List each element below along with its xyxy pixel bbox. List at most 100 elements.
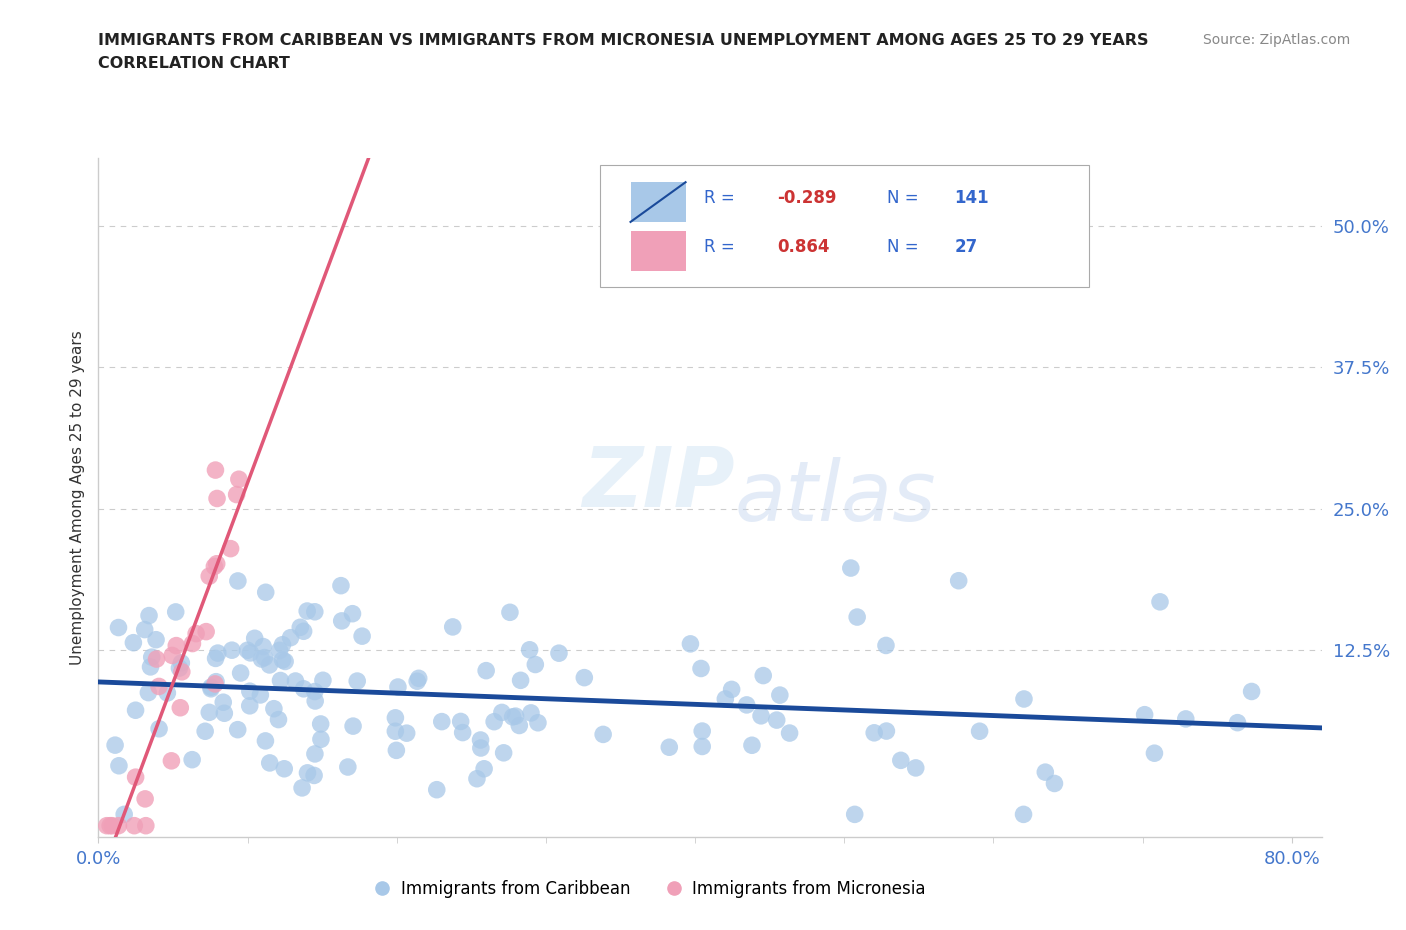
- Point: [181, 752, 204, 767]
- Text: 27: 27: [955, 238, 979, 256]
- Point: [330, 578, 353, 593]
- Point: [280, 631, 302, 645]
- Point: [690, 739, 713, 754]
- Point: [165, 604, 187, 619]
- Point: [509, 673, 531, 688]
- Point: [387, 680, 409, 695]
- Point: [1033, 764, 1056, 779]
- Point: [524, 658, 547, 672]
- Point: [292, 624, 315, 639]
- Point: [1012, 807, 1035, 822]
- Text: R =: R =: [704, 238, 740, 256]
- Point: [141, 650, 163, 665]
- Point: [226, 723, 249, 737]
- Point: [108, 758, 131, 773]
- FancyBboxPatch shape: [630, 182, 686, 222]
- Text: 0.864: 0.864: [778, 238, 830, 256]
- Point: [395, 725, 418, 740]
- Point: [214, 706, 236, 721]
- Point: [98, 818, 121, 833]
- Point: [304, 694, 326, 709]
- Point: [1174, 711, 1197, 726]
- Point: [226, 574, 249, 589]
- Point: [204, 651, 226, 666]
- Point: [304, 604, 326, 619]
- Point: [839, 561, 862, 576]
- Point: [492, 745, 515, 760]
- Point: [844, 807, 866, 822]
- Point: [470, 733, 492, 748]
- Point: [969, 724, 991, 738]
- Point: [346, 673, 368, 688]
- Text: N =: N =: [887, 189, 924, 207]
- Point: [1226, 715, 1249, 730]
- Point: [184, 626, 207, 641]
- Point: [384, 724, 406, 738]
- Point: [406, 674, 429, 689]
- Point: [236, 643, 259, 658]
- Point: [765, 712, 787, 727]
- Point: [181, 636, 204, 651]
- Point: [228, 472, 250, 486]
- Point: [508, 718, 530, 733]
- Point: [138, 608, 160, 623]
- Point: [1012, 692, 1035, 707]
- Point: [384, 711, 406, 725]
- Point: [502, 710, 524, 724]
- Point: [107, 620, 129, 635]
- Point: [160, 648, 183, 663]
- Point: [204, 676, 226, 691]
- Point: [735, 698, 758, 712]
- Point: [169, 660, 191, 675]
- Point: [200, 680, 222, 695]
- Point: [741, 737, 763, 752]
- Point: [465, 771, 488, 786]
- Point: [499, 604, 522, 619]
- Point: [519, 643, 541, 658]
- Point: [170, 664, 193, 679]
- Point: [271, 637, 294, 652]
- Point: [239, 645, 262, 660]
- Point: [769, 687, 792, 702]
- Point: [124, 818, 146, 833]
- Point: [205, 674, 228, 689]
- Point: [309, 716, 332, 731]
- Point: [107, 818, 129, 833]
- Point: [863, 725, 886, 740]
- Text: Source: ZipAtlas.com: Source: ZipAtlas.com: [1202, 33, 1350, 46]
- Point: [104, 737, 127, 752]
- Point: [904, 761, 927, 776]
- Point: [284, 673, 307, 688]
- Point: [342, 719, 364, 734]
- Point: [112, 807, 135, 822]
- Point: [714, 692, 737, 707]
- Text: R =: R =: [704, 189, 740, 207]
- Point: [269, 643, 291, 658]
- Point: [145, 632, 167, 647]
- Point: [134, 791, 156, 806]
- Point: [472, 762, 495, 777]
- Point: [239, 684, 262, 698]
- Point: [124, 703, 146, 718]
- Point: [749, 709, 772, 724]
- Point: [267, 712, 290, 727]
- Point: [271, 653, 294, 668]
- Point: [491, 705, 513, 720]
- Point: [274, 654, 297, 669]
- Point: [690, 661, 713, 676]
- Point: [302, 768, 325, 783]
- Point: [441, 619, 464, 634]
- Point: [426, 782, 449, 797]
- Point: [752, 668, 775, 683]
- Point: [212, 695, 235, 710]
- Point: [207, 645, 229, 660]
- Text: CORRELATION CHART: CORRELATION CHART: [98, 56, 290, 71]
- Point: [202, 559, 225, 574]
- Point: [679, 636, 702, 651]
- Text: 141: 141: [955, 189, 990, 207]
- Point: [254, 734, 277, 749]
- Point: [229, 666, 252, 681]
- Point: [148, 679, 170, 694]
- Text: -0.289: -0.289: [778, 189, 837, 207]
- Point: [198, 569, 221, 584]
